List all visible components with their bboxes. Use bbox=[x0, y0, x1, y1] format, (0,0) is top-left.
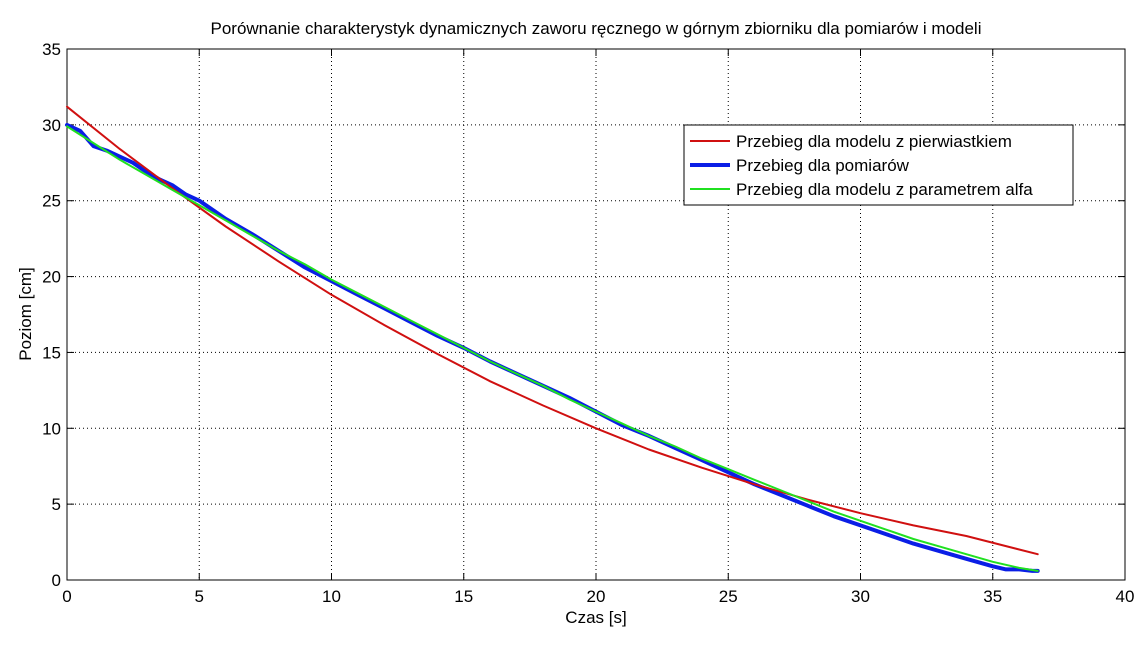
y-tick-label: 0 bbox=[52, 571, 61, 590]
y-tick-label: 10 bbox=[42, 419, 61, 438]
legend-box bbox=[683, 124, 1074, 206]
x-tick-label: 15 bbox=[454, 587, 473, 606]
axis-ticks: 0 5 10 15 20 25 30 35 40 0 5 10 15 20 25 30 35 bbox=[42, 40, 1134, 606]
y-tick-label: 20 bbox=[42, 268, 61, 287]
legend-label: Przebieg dla modelu z parametrem alfa bbox=[736, 180, 1033, 199]
legend-label: Przebieg dla pomiarów bbox=[736, 156, 910, 175]
x-tick-label: 10 bbox=[322, 587, 341, 606]
x-tick-label: 20 bbox=[587, 587, 606, 606]
series-line-2 bbox=[66, 125, 1039, 572]
x-tick-label: 35 bbox=[983, 587, 1002, 606]
x-tick-label: 30 bbox=[851, 587, 870, 606]
series-layer bbox=[65, 105, 1040, 573]
y-tick-label: 5 bbox=[52, 495, 61, 514]
y-tick-label: 25 bbox=[42, 192, 61, 211]
series-line-0 bbox=[66, 105, 1039, 556]
x-tick-label: 40 bbox=[1116, 587, 1135, 606]
x-tick-label: 0 bbox=[62, 587, 71, 606]
x-axis-title: Czas [s] bbox=[565, 608, 626, 627]
y-axis-title: Poziom [cm] bbox=[16, 267, 35, 361]
legend: Przebieg dla modelu z pierwiastkiem Przeb… bbox=[683, 124, 1074, 206]
legend-label: Przebieg dla modelu z pierwiastkiem bbox=[736, 132, 1012, 151]
y-tick-label: 30 bbox=[42, 116, 61, 135]
x-tick-label: 25 bbox=[719, 587, 738, 606]
x-tick-label: 5 bbox=[195, 587, 204, 606]
y-tick-label: 15 bbox=[42, 343, 61, 362]
y-tick-label: 35 bbox=[42, 40, 61, 59]
chart-title: Porównanie charakterystyk dynamicznych z… bbox=[210, 19, 981, 38]
